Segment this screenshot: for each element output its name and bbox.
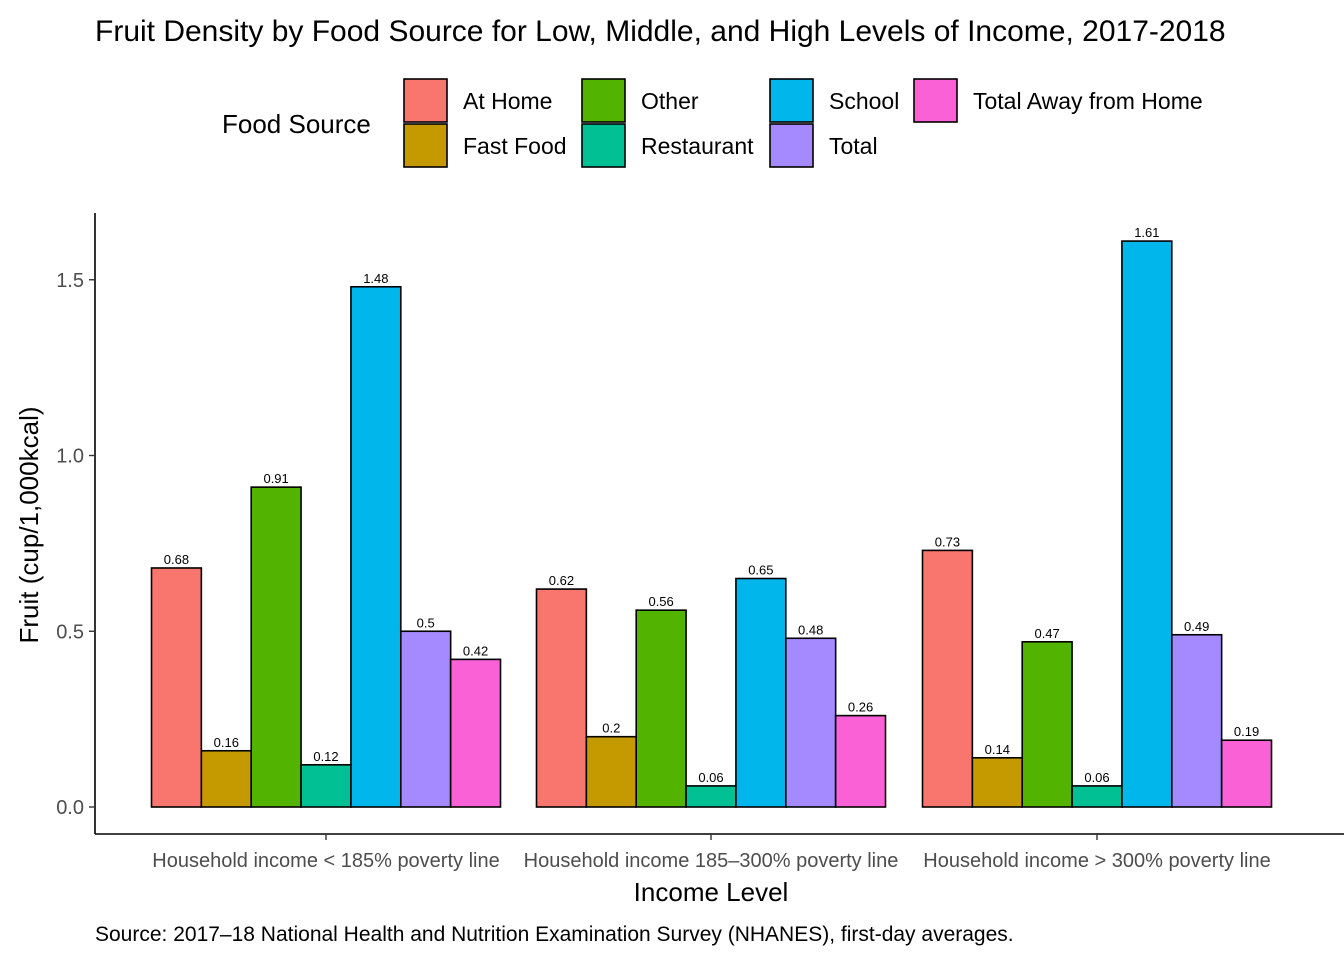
legend-label-total-away-from-home: Total Away from Home bbox=[973, 88, 1203, 114]
data-label: 0.5 bbox=[417, 615, 435, 630]
bar-total-away-from-home bbox=[834, 714, 887, 808]
legend-title: Food Source bbox=[222, 109, 371, 139]
data-label: 0.73 bbox=[935, 534, 960, 549]
bar-fast-food bbox=[200, 749, 253, 808]
bars bbox=[150, 240, 1273, 808]
legend-swatch-school bbox=[769, 78, 814, 123]
bar-labels: 0.68 0.16 0.91 0.12 1.48 0.5 0.42 0.62 0.2 0.56 0.… bbox=[164, 225, 1259, 785]
bar-school bbox=[735, 577, 787, 808]
legend-swatch-restaurant bbox=[581, 123, 626, 168]
bar-fast-food bbox=[585, 735, 638, 808]
legend-label-other: Other bbox=[641, 88, 699, 114]
legend-swatch-other bbox=[581, 78, 626, 123]
legend-label-fast-food: Fast Food bbox=[463, 133, 567, 159]
chart-caption: Source: 2017–18 National Health and Nutr… bbox=[95, 923, 1014, 946]
y-tick-label: 1.5 bbox=[56, 270, 84, 292]
data-label: 0.49 bbox=[1184, 619, 1209, 634]
x-tick-label: Household income 185–300% poverty line bbox=[524, 850, 899, 872]
data-label: 0.56 bbox=[648, 594, 673, 609]
bar-total bbox=[784, 637, 837, 808]
data-label: 1.48 bbox=[363, 271, 388, 286]
bar-school bbox=[1121, 240, 1173, 808]
legend: At Home Fast Food Other Restaurant School Tot… bbox=[403, 78, 1203, 168]
bar-total-away-from-home bbox=[449, 658, 502, 808]
data-label: 0.42 bbox=[463, 643, 488, 658]
bar-restaurant bbox=[1071, 785, 1123, 808]
data-label: 0.91 bbox=[263, 471, 288, 486]
x-tick-label: Household income > 300% poverty line bbox=[923, 850, 1270, 872]
bar-at-home bbox=[150, 567, 203, 808]
data-label: 0.48 bbox=[798, 622, 823, 637]
data-label: 0.26 bbox=[848, 700, 873, 715]
data-label: 0.16 bbox=[214, 735, 239, 750]
data-label: 0.19 bbox=[1234, 724, 1259, 739]
data-label: 0.06 bbox=[1084, 770, 1109, 785]
y-tick-label: 0.5 bbox=[56, 621, 84, 643]
data-label: 0.62 bbox=[549, 573, 574, 588]
data-label: 0.65 bbox=[748, 563, 773, 578]
legend-label-restaurant: Restaurant bbox=[641, 133, 754, 159]
data-label: 0.47 bbox=[1034, 626, 1059, 641]
bar-other bbox=[1021, 640, 1073, 808]
x-tick-label: Household income < 185% poverty line bbox=[152, 850, 499, 872]
chart-title: Fruit Density by Food Source for Low, Mi… bbox=[95, 15, 1226, 48]
legend-swatch-fast-food bbox=[403, 123, 448, 168]
legend-swatch-total-away-from-home bbox=[913, 78, 958, 123]
y-tick-label: 1.0 bbox=[56, 446, 84, 468]
bar-total-away-from-home bbox=[1220, 739, 1273, 808]
bar-total bbox=[399, 630, 452, 808]
legend-label-total: Total bbox=[829, 133, 878, 159]
bar-at-home bbox=[921, 549, 974, 808]
legend-swatch-total bbox=[769, 123, 814, 168]
bar-school bbox=[350, 285, 402, 808]
data-label: 0.12 bbox=[313, 749, 338, 764]
x-axis-title: Income Level bbox=[634, 877, 789, 907]
legend-swatch-at-home bbox=[403, 78, 448, 123]
bar-restaurant bbox=[685, 785, 737, 808]
bar-other bbox=[250, 486, 302, 808]
legend-label-school: School bbox=[829, 88, 899, 114]
data-label: 0.2 bbox=[602, 721, 620, 736]
y-axis: 0.0 0.5 1.0 1.5 bbox=[56, 213, 96, 834]
data-label: 0.14 bbox=[985, 742, 1010, 757]
bar-total bbox=[1170, 633, 1223, 808]
y-axis-title: Fruit (cup/1,000kcal) bbox=[14, 407, 44, 644]
bar-restaurant bbox=[300, 764, 352, 808]
bar-fast-food bbox=[971, 756, 1024, 808]
bar-at-home bbox=[535, 588, 588, 808]
bar-other bbox=[635, 609, 687, 808]
y-tick-label: 0.0 bbox=[56, 797, 84, 819]
legend-label-at-home: At Home bbox=[463, 88, 552, 114]
data-label: 1.61 bbox=[1134, 225, 1159, 240]
x-axis: Household income < 185% poverty line Hous… bbox=[95, 833, 1344, 872]
data-label: 0.68 bbox=[164, 552, 189, 567]
data-label: 0.06 bbox=[698, 770, 723, 785]
